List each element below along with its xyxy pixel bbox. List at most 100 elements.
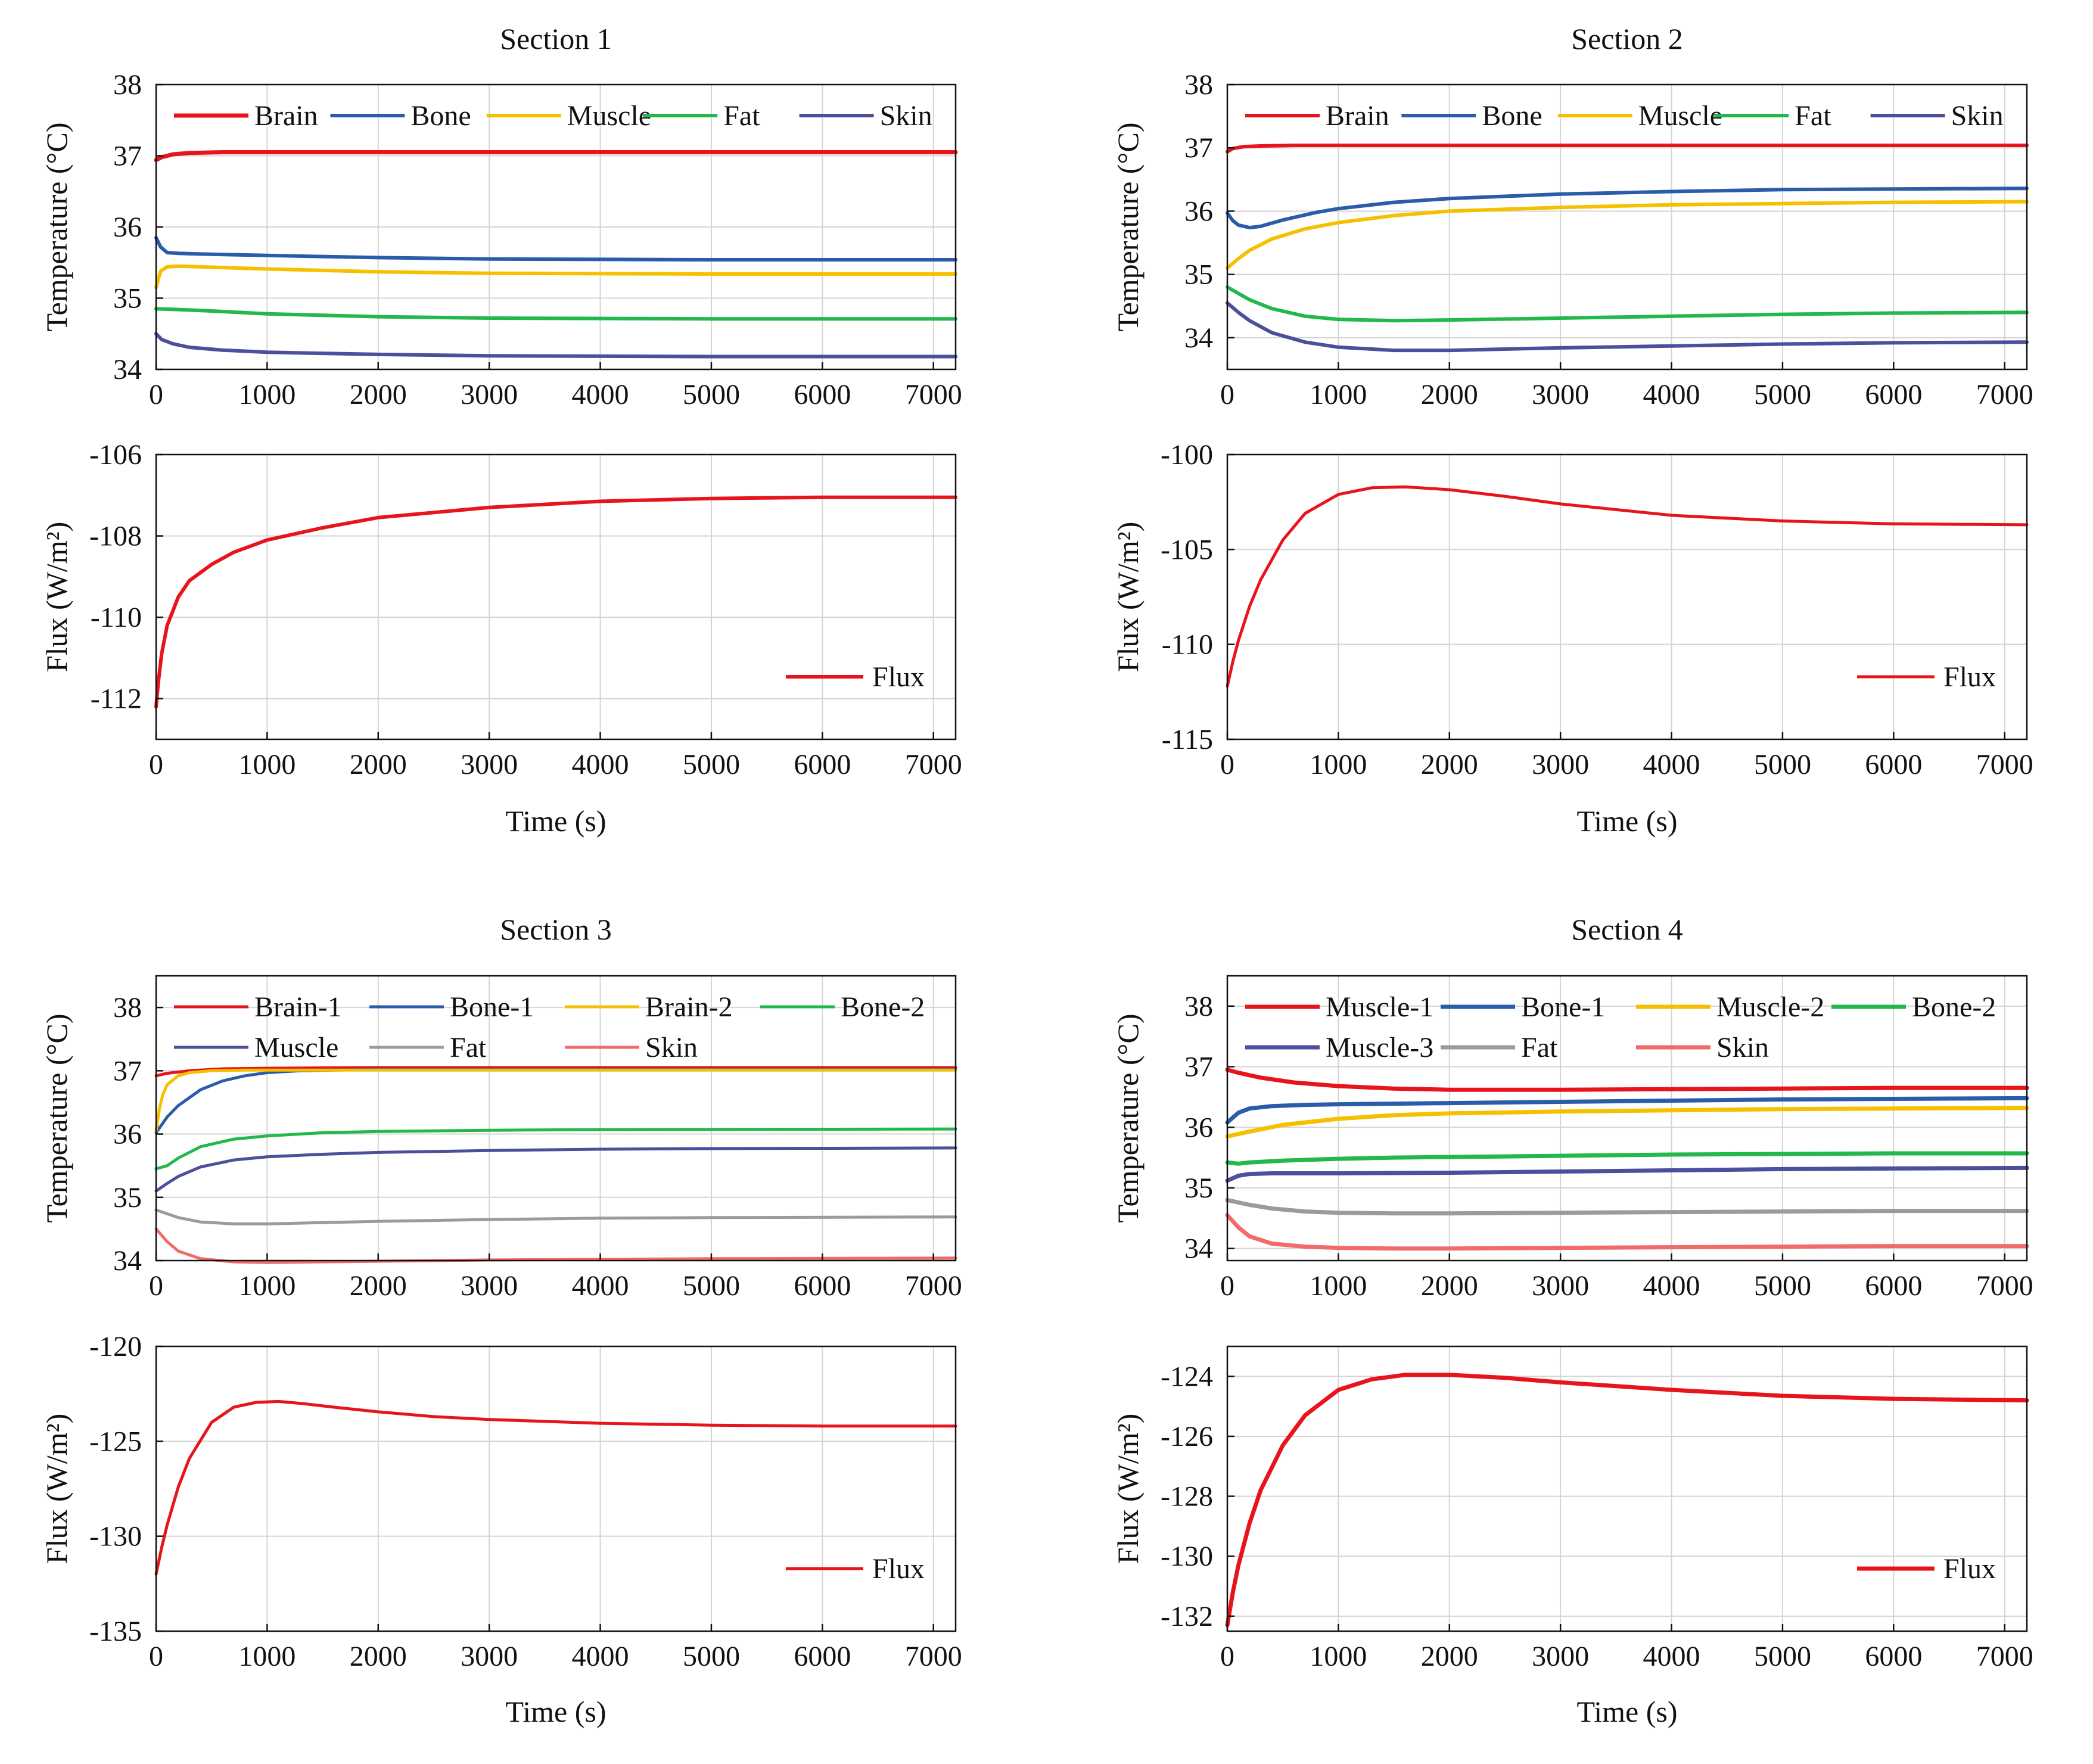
x-tick-label: 1000 — [1310, 1641, 1367, 1672]
temperature-plot: 0 1000 2000 3000 4000 5000 6000 7000 34 35 36 37 38 T… — [1111, 69, 2033, 410]
x-tick-label: 4000 — [1643, 379, 1700, 410]
flux-plot: 0 1000 2000 3000 4000 5000 6000 7000 -120 -125 -13… — [40, 1331, 962, 1728]
x-axis-title: Time (s) — [1576, 1695, 1677, 1728]
x-tick-label: 7000 — [1976, 1641, 2033, 1672]
legend-label: Muscle-1 — [1326, 991, 1433, 1023]
y-tick-label: 36 — [113, 1119, 142, 1150]
legend-label: Muscle — [567, 100, 651, 132]
series-line-muscle — [154, 264, 957, 290]
legend-label: Muscle — [254, 1032, 338, 1063]
y-tick-label: -124 — [1161, 1361, 1213, 1392]
legend-label: Flux — [872, 661, 925, 693]
x-tick-label: 0 — [149, 379, 163, 410]
y-tick-label: -115 — [1162, 724, 1213, 755]
x-tick-label: 1000 — [238, 1641, 296, 1672]
plot-frame — [155, 975, 957, 1262]
flux-plot: 0 1000 2000 3000 4000 5000 6000 7000 -124 -126 -12… — [1111, 1345, 2033, 1728]
legend: Brain Bone Muscle Fat Skin — [174, 100, 932, 132]
legend-label: Muscle — [1638, 100, 1722, 132]
legend: Flux — [1857, 1553, 1996, 1585]
temperature-plot: 0 1000 2000 3000 4000 5000 6000 7000 34 35 36 37 38 T… — [1111, 975, 2033, 1302]
y-tick-label: -106 — [89, 439, 142, 471]
y-tick-label: -135 — [89, 1616, 142, 1647]
legend-label: Brain — [1326, 100, 1389, 132]
x-tick-label: 6000 — [794, 1270, 851, 1302]
series-line-skin — [1225, 1213, 2029, 1251]
x-tick-label: 3000 — [1532, 1641, 1589, 1672]
y-tick-label: 38 — [113, 992, 142, 1023]
series-line-muscle-2 — [1225, 1106, 2029, 1138]
legend-label: Bone — [1482, 100, 1542, 132]
x-tick-label: 0 — [1220, 1641, 1234, 1672]
y-tick-label: 34 — [1184, 1233, 1213, 1265]
y-tick-label: 35 — [1184, 1172, 1213, 1204]
x-tick-label: 3000 — [461, 1641, 518, 1672]
series-line-skin — [1226, 301, 2029, 353]
x-tick-label: 0 — [1220, 749, 1234, 780]
series-line-bone — [154, 235, 957, 262]
y-tick-label: 34 — [1184, 322, 1213, 354]
x-tick-label: 2000 — [350, 749, 407, 780]
x-tick-label: 4000 — [572, 1270, 629, 1302]
x-tick-label: 1000 — [238, 1270, 296, 1302]
legend-label: Skin — [645, 1032, 698, 1063]
x-axis-title: Time (s) — [505, 1695, 606, 1728]
x-tick-label: 1000 — [238, 379, 296, 410]
x-tick-label: 3000 — [461, 1270, 518, 1302]
x-tick-label: 4000 — [1643, 1270, 1700, 1302]
section-title: Section 3 — [500, 913, 611, 946]
series-line-bone-2 — [154, 1127, 957, 1171]
series-line-skin — [154, 1227, 957, 1264]
x-tick-label: 6000 — [794, 379, 851, 410]
x-tick-label: 0 — [149, 1641, 163, 1672]
x-tick-label: 5000 — [683, 1641, 740, 1672]
y-tick-label: -100 — [1161, 439, 1213, 471]
y-tick-label: -132 — [1161, 1601, 1213, 1632]
x-tick-label: 5000 — [1754, 1270, 1811, 1302]
y-tick-label: 35 — [113, 283, 142, 315]
plot-frame — [1226, 83, 2028, 371]
legend: Flux — [1857, 661, 1996, 693]
x-tick-label: 7000 — [1976, 379, 2033, 410]
x-tick-label: 3000 — [461, 379, 518, 410]
plot-frame — [1226, 453, 2028, 741]
section-title: Section 2 — [1571, 22, 1683, 55]
x-tick-label: 6000 — [1865, 1270, 1922, 1302]
x-tick-label: 6000 — [1865, 379, 1922, 410]
flux-plot: 0 1000 2000 3000 4000 5000 6000 7000 -106 -108 -11… — [40, 439, 962, 838]
x-tick-label: 2000 — [350, 379, 407, 410]
y-tick-label: -110 — [91, 602, 142, 633]
x-tick-label: 2000 — [1421, 1270, 1478, 1302]
x-tick-label: 1000 — [1310, 749, 1367, 780]
temperature-plot: 0 1000 2000 3000 4000 5000 6000 7000 34 35 36 37 38 T… — [40, 975, 962, 1302]
y-tick-label: 37 — [113, 141, 142, 172]
legend-label: Brain — [254, 100, 318, 132]
legend-label: Bone-2 — [841, 991, 925, 1023]
y-tick-label: -110 — [1162, 629, 1213, 661]
y-tick-label: -128 — [1161, 1481, 1213, 1513]
x-tick-label: 5000 — [683, 1270, 740, 1302]
legend-label: Bone-1 — [450, 991, 534, 1023]
series-line-bone-1 — [1225, 1096, 2029, 1125]
x-tick-label: 5000 — [1754, 749, 1811, 780]
section-2-group: Section 2 0 1000 2000 3000 4000 5000 6000 7000 34… — [1111, 22, 2033, 838]
y-tick-label: -108 — [89, 521, 142, 552]
plot-frame — [1226, 975, 2028, 1262]
x-tick-label: 5000 — [1754, 379, 1811, 410]
series-line-fat — [1225, 1197, 2029, 1216]
y-axis-title: Temperature (°C) — [40, 1013, 73, 1222]
y-tick-label: -130 — [1161, 1541, 1213, 1572]
series-line-muscle-1 — [1225, 1068, 2029, 1092]
x-tick-label: 7000 — [905, 1270, 962, 1302]
x-tick-label: 0 — [1220, 1270, 1234, 1302]
legend-label: Muscle-3 — [1326, 1032, 1433, 1063]
x-tick-label: 7000 — [1976, 749, 2033, 780]
x-tick-label: 4000 — [1643, 749, 1700, 780]
x-tick-label: 0 — [149, 1270, 163, 1302]
x-tick-label: 3000 — [1532, 749, 1589, 780]
x-tick-label: 2000 — [1421, 749, 1478, 780]
y-tick-label: 37 — [113, 1055, 142, 1087]
section-4-group: Section 4 0 1000 2000 3000 4000 5000 6000 7000 34… — [1111, 913, 2033, 1728]
legend: Brain-1 Bone-1 Brain-2 Bone-2 Muscle Fat Skin — [174, 991, 925, 1063]
